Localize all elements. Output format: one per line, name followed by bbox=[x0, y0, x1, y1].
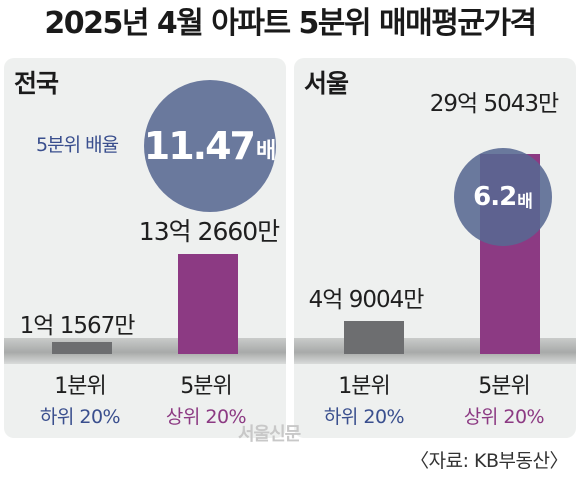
ratio-unit: 배 bbox=[517, 191, 533, 212]
sublabel-high: 상위 20% bbox=[463, 406, 545, 428]
category-label-high: 5분위 bbox=[180, 374, 232, 399]
region-label: 서울 bbox=[304, 69, 349, 98]
category-label-low: 1분위 bbox=[338, 374, 390, 399]
sublabel-high: 상위 20% bbox=[165, 406, 247, 428]
ratio-unit: 배 bbox=[255, 139, 277, 164]
ratio-circle: 11.47 배 bbox=[144, 80, 276, 212]
category-label-low: 1분위 bbox=[54, 374, 106, 399]
ground-band bbox=[4, 338, 286, 364]
bar-high bbox=[178, 254, 238, 354]
region-label: 전국 bbox=[14, 69, 59, 98]
ratio-label: 5분위 배율 bbox=[36, 134, 119, 156]
chart-title: 2025년 4월 아파트 5분위 매매평균가격 bbox=[44, 6, 537, 41]
watermark: 서울신문 bbox=[238, 424, 301, 445]
bar-low bbox=[344, 320, 404, 354]
category-label-high: 5분위 bbox=[478, 374, 530, 399]
ratio-value: 6.2 bbox=[473, 182, 517, 212]
value-label-high: 13억 2660만 bbox=[138, 217, 280, 246]
ratio-value: 11.47 bbox=[143, 124, 256, 168]
panel-seoul: 서울 6.2 배 4억 9004만 29억 5043만 1분위 5분위 하위 20… bbox=[294, 58, 576, 438]
sublabel-low: 하위 20% bbox=[39, 406, 121, 428]
sublabel-low: 하위 20% bbox=[323, 406, 405, 428]
bar-low bbox=[52, 342, 112, 354]
value-label-low: 4억 9004만 bbox=[308, 287, 425, 313]
source-note: 〈자료: KB부동산〉 bbox=[410, 450, 568, 472]
value-label-high: 29억 5043만 bbox=[429, 91, 559, 117]
ratio-circle: 6.2 배 bbox=[454, 148, 552, 246]
panel-national: 전국 5분위 배율 11.47 배 1억 1567만 13억 2660만 1분위 … bbox=[4, 58, 286, 438]
value-label-low: 1억 1567만 bbox=[19, 313, 136, 339]
